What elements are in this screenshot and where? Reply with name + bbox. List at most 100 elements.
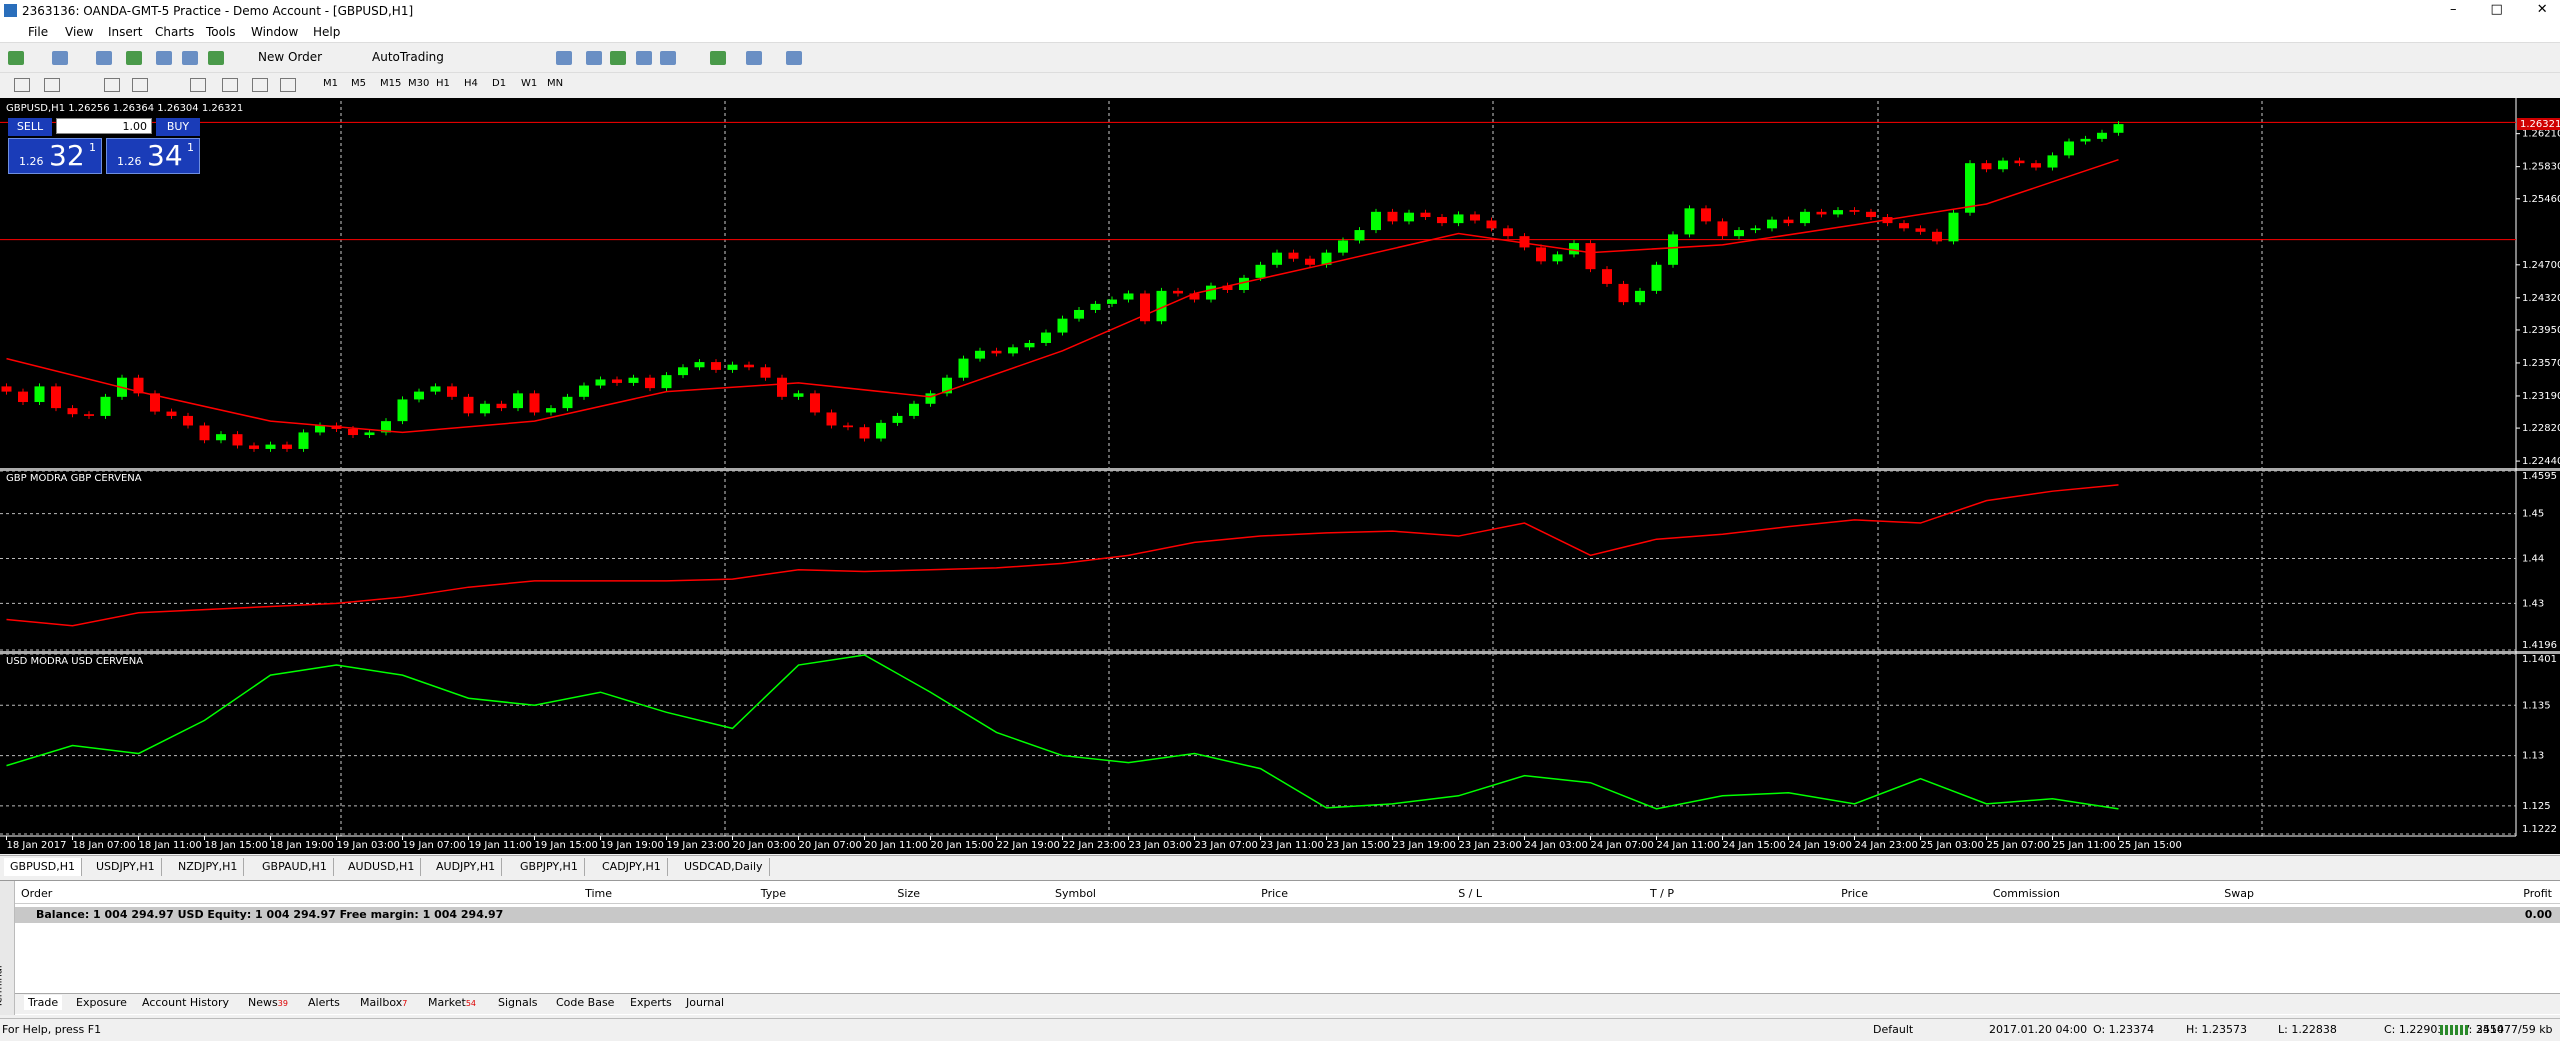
candle-body bbox=[298, 432, 309, 449]
toolbar-icon[interactable] bbox=[786, 51, 802, 65]
new-order-button[interactable]: New Order bbox=[258, 50, 323, 64]
menu-item[interactable]: Charts bbox=[155, 25, 195, 39]
column-header: Order bbox=[21, 887, 53, 900]
menu-item[interactable]: View bbox=[65, 25, 94, 39]
candle-body bbox=[1338, 240, 1348, 253]
toolbar-icon[interactable] bbox=[636, 51, 652, 65]
timeframe-button[interactable]: H1 bbox=[436, 78, 450, 89]
terminal-tab[interactable]: Trade bbox=[24, 995, 63, 1010]
candle-body bbox=[529, 393, 540, 413]
candle-body bbox=[447, 386, 457, 397]
x-tick-label: 23 Jan 15:00 bbox=[1327, 840, 1390, 851]
toolbar-icon[interactable] bbox=[746, 51, 762, 65]
timeframe-button[interactable]: M5 bbox=[351, 78, 366, 89]
timeframe-button[interactable]: MN bbox=[547, 78, 564, 89]
candle-body bbox=[2080, 138, 2091, 142]
candle-body bbox=[150, 393, 160, 412]
menu-item[interactable]: Help bbox=[313, 25, 341, 39]
y-tick-label: 1.135 bbox=[2522, 700, 2551, 711]
tool-icon[interactable] bbox=[44, 78, 60, 92]
x-tick-label: 23 Jan 07:00 bbox=[1195, 840, 1258, 851]
tool-icon[interactable] bbox=[190, 78, 206, 92]
candle-body bbox=[1635, 290, 1645, 303]
tool-icon[interactable] bbox=[252, 78, 268, 92]
candle-body bbox=[1948, 212, 1959, 242]
toolbar-icon[interactable] bbox=[586, 51, 602, 65]
tool-icon[interactable] bbox=[222, 78, 238, 92]
terminal-tab[interactable]: Alerts bbox=[304, 995, 344, 1010]
tab-label: Journal bbox=[686, 996, 725, 1009]
terminal-tab[interactable]: News39 bbox=[244, 995, 292, 1010]
toolbar-icon[interactable] bbox=[52, 51, 68, 65]
chart-tab[interactable]: USDCAD,Daily bbox=[678, 858, 770, 876]
chart-tab[interactable]: AUDUSD,H1 bbox=[342, 858, 422, 876]
candle-body bbox=[1057, 318, 1068, 333]
toolbar-icon[interactable] bbox=[660, 51, 676, 65]
toolbar-icon[interactable] bbox=[156, 51, 172, 65]
terminal-tab[interactable]: Journal bbox=[682, 995, 728, 1010]
menu-item[interactable]: Window bbox=[251, 25, 299, 39]
menu-item[interactable]: Insert bbox=[108, 25, 143, 39]
chart-tab[interactable]: CADJPY,H1 bbox=[596, 858, 668, 876]
chart-background bbox=[0, 98, 2560, 854]
terminal-tab[interactable]: Account History bbox=[138, 995, 233, 1010]
toolbar-icon[interactable] bbox=[710, 51, 726, 65]
candle-body bbox=[1140, 293, 1150, 322]
toolbar-icon[interactable] bbox=[8, 51, 24, 65]
profit-total: 0.00 bbox=[2524, 908, 2552, 921]
terminal-tab[interactable]: Experts bbox=[626, 995, 676, 1010]
chart-tab[interactable]: USDJPY,H1 bbox=[90, 858, 162, 876]
timeframe-button[interactable]: D1 bbox=[492, 78, 507, 89]
terminal-tab[interactable]: Code Base bbox=[552, 995, 618, 1010]
toolbar-icon[interactable] bbox=[126, 51, 142, 65]
toolbar-icon[interactable] bbox=[556, 51, 572, 65]
sell-button[interactable]: SELL bbox=[8, 118, 52, 136]
terminal: Terminal Order Time Type Size Symbol Price S / … bbox=[0, 880, 2560, 1015]
chart-tab[interactable]: GBPUSD,H1 bbox=[4, 858, 82, 876]
terminal-tab[interactable]: Signals bbox=[494, 995, 542, 1010]
candle-body bbox=[991, 350, 1002, 354]
timeframe-button[interactable]: M30 bbox=[408, 78, 430, 89]
candle-body bbox=[1354, 230, 1365, 241]
candle-body bbox=[562, 396, 573, 409]
candle-body bbox=[1569, 243, 1579, 255]
toolbar-icon[interactable] bbox=[96, 51, 112, 65]
tool-icon[interactable] bbox=[132, 78, 148, 92]
timeframe-button[interactable]: W1 bbox=[521, 78, 538, 89]
tool-icon[interactable] bbox=[280, 78, 296, 92]
candle-body bbox=[1008, 347, 1018, 354]
candle-body bbox=[975, 350, 985, 359]
buy-button[interactable]: BUY bbox=[156, 118, 200, 136]
tool-icon[interactable] bbox=[14, 78, 30, 92]
candle-body bbox=[183, 415, 193, 426]
chart-tab[interactable]: GBPJPY,H1 bbox=[514, 858, 585, 876]
terminal-tab[interactable]: Exposure bbox=[72, 995, 131, 1010]
tab-label: Exposure bbox=[76, 996, 127, 1009]
column-header: Profit bbox=[2523, 887, 2552, 900]
menu-item[interactable]: Tools bbox=[206, 25, 236, 39]
candle-body bbox=[1305, 258, 1315, 265]
tool-icon[interactable] bbox=[104, 78, 120, 92]
chart-tab[interactable]: GBPAUD,H1 bbox=[256, 858, 334, 876]
window-controls[interactable]: –□✕ bbox=[2450, 2, 2548, 17]
tab-label: News bbox=[248, 996, 278, 1009]
timeframe-button[interactable]: M15 bbox=[380, 78, 402, 89]
autotrading-button[interactable]: AutoTrading bbox=[372, 50, 444, 64]
candle-body bbox=[859, 427, 870, 439]
timeframe-button[interactable]: M1 bbox=[323, 78, 338, 89]
chart-tab[interactable]: AUDJPY,H1 bbox=[430, 858, 503, 876]
terminal-tab[interactable]: Market54 bbox=[424, 995, 480, 1010]
menu-item[interactable]: File bbox=[28, 25, 49, 39]
toolbar-icon[interactable] bbox=[610, 51, 626, 65]
toolbar-icon[interactable] bbox=[208, 51, 224, 65]
candle-body bbox=[1, 386, 12, 392]
timeframe-button[interactable]: H4 bbox=[464, 78, 478, 89]
toolbar-icon[interactable] bbox=[182, 51, 198, 65]
terminal-tab[interactable]: Mailbox7 bbox=[356, 995, 411, 1010]
lot-size[interactable]: 1.00 bbox=[56, 118, 152, 134]
x-tick-label: 20 Jan 11:00 bbox=[865, 840, 928, 851]
candle-body bbox=[1288, 252, 1299, 259]
ask-price[interactable]: 1.26 34 1 bbox=[106, 138, 200, 174]
bid-price[interactable]: 1.26 32 1 bbox=[8, 138, 102, 174]
chart-tab[interactable]: NZDJPY,H1 bbox=[172, 858, 245, 876]
